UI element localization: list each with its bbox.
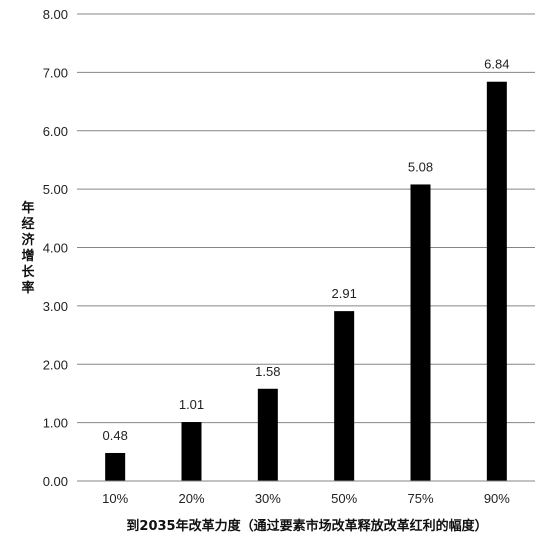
data-label: 6.84 (484, 57, 509, 72)
y-tick-label: 7.00 (43, 65, 68, 80)
data-label: 5.08 (408, 159, 433, 174)
x-tick-label: 50% (331, 491, 357, 506)
bar (334, 311, 355, 481)
bar (181, 422, 202, 481)
data-label: 1.58 (255, 364, 280, 379)
y-tick-label: 6.00 (43, 124, 68, 139)
gridlines (77, 13, 535, 424)
y-tick-label: 5.00 (43, 182, 68, 197)
x-tick-label: 75% (407, 491, 433, 506)
data-label: 1.01 (179, 397, 204, 412)
bar (486, 81, 507, 481)
bar (410, 184, 431, 481)
bars (105, 81, 507, 481)
y-tick-label: 2.00 (43, 357, 68, 372)
bar (105, 452, 126, 481)
data-label: 2.91 (332, 286, 357, 301)
bar (257, 388, 278, 481)
y-tick-label: 0.00 (43, 474, 68, 489)
y-tick-label: 3.00 (43, 299, 68, 314)
x-tick-label: 10% (102, 491, 128, 506)
x-tick-label: 90% (484, 491, 510, 506)
x-tick-label: 20% (178, 491, 204, 506)
x-tick-label: 30% (255, 491, 281, 506)
data-label: 0.48 (103, 428, 128, 443)
y-axis-title: 年经济增长率 (21, 200, 35, 296)
data-labels: 0.48 1.01 1.58 2.91 5.08 6.84 (103, 57, 510, 443)
y-tick-label: 1.00 (43, 416, 68, 431)
x-axis-title: 到2035年改革力度（通过要素市场改革释放改革红利的幅度） (126, 518, 487, 534)
x-axis-ticks: 10% 20% 30% 50% 75% 90% (102, 491, 510, 506)
y-tick-label: 4.00 (43, 241, 68, 256)
y-axis-ticks: 0.00 1.00 2.00 3.00 4.00 5.00 6.00 7.00 8.00 (43, 7, 68, 489)
y-tick-label: 8.00 (43, 7, 68, 22)
